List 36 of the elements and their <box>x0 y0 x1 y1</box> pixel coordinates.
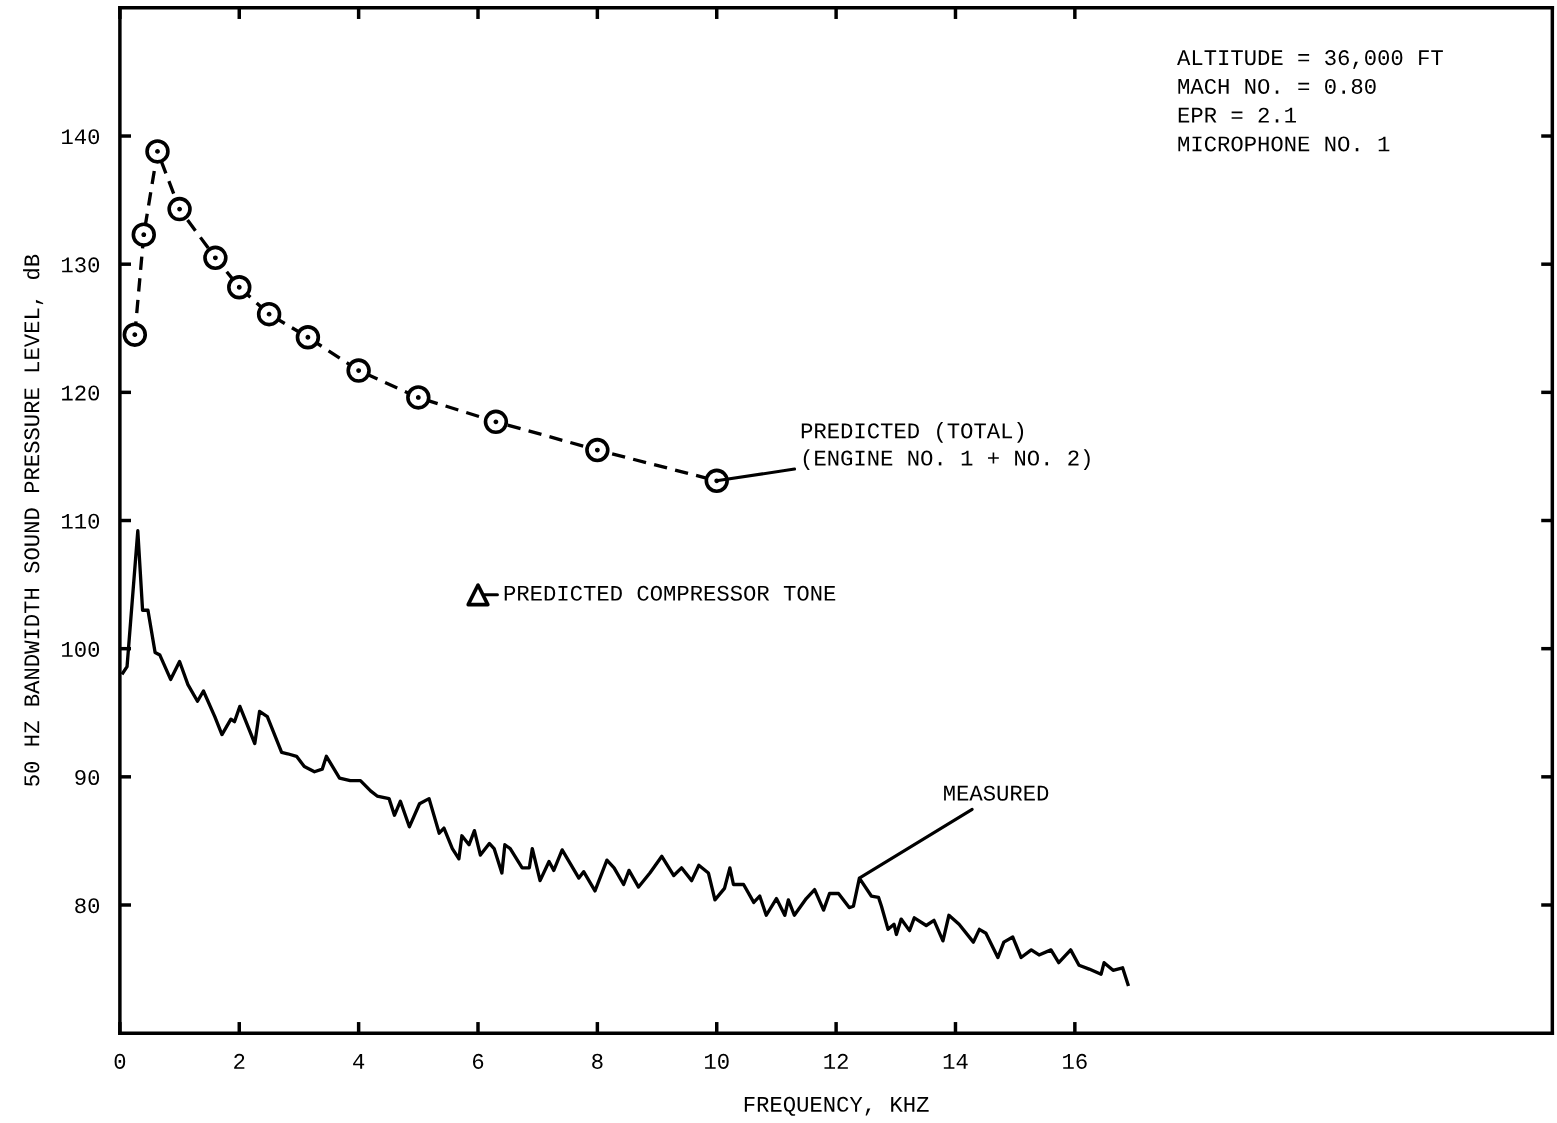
x-tick-label: 8 <box>592 1053 603 1069</box>
annotation: ALTITUDE = 36,000 FT MACH NO. = 0.80 EPR = 2.1 MICROPHONE NO. 1 <box>1177 50 1443 152</box>
x-tick-label: 10 <box>705 1053 729 1069</box>
x-tick-label: 16 <box>1063 1053 1087 1069</box>
x-tick-label: 0 <box>114 1053 126 1069</box>
y-tick-label: 90 <box>75 770 100 786</box>
y-tick-label: 100 <box>62 641 100 657</box>
x-axis-title: FREQUENCY, KHZ <box>744 1096 929 1116</box>
point <box>704 468 729 494</box>
point <box>466 583 490 607</box>
x-tick-label: 12 <box>824 1053 848 1069</box>
x-tick-label: 6 <box>472 1053 484 1069</box>
point <box>585 437 610 463</box>
point <box>131 222 156 247</box>
y-tick-label: 120 <box>62 385 100 401</box>
point <box>346 358 371 383</box>
point <box>145 139 170 164</box>
x-tick-label: 4 <box>353 1054 365 1069</box>
point <box>483 409 509 435</box>
point <box>122 322 148 347</box>
x-tick-label: 14 <box>943 1054 968 1069</box>
point <box>167 196 192 222</box>
point <box>256 301 282 327</box>
annotation: PREDICTED (TOTAL) (ENGINE NO. 1 + NO. 2) <box>801 422 1090 470</box>
y-tick-label: 140 <box>62 129 100 145</box>
point <box>295 325 321 350</box>
y-tick-label: 130 <box>62 257 100 273</box>
point <box>406 385 431 410</box>
y-tick-label: 80 <box>75 898 100 914</box>
annotation: PREDICTED COMPRESSOR TONE <box>504 585 836 601</box>
y-tick-label: 110 <box>62 513 100 529</box>
annotation: MEASURED <box>944 785 1049 801</box>
x-tick-label: 2 <box>234 1053 245 1069</box>
point <box>227 275 252 300</box>
point <box>203 245 228 270</box>
y-axis-title: 50 HZ BANDWIDTH SOUND PRESSURE LEVEL, dB <box>23 254 44 786</box>
